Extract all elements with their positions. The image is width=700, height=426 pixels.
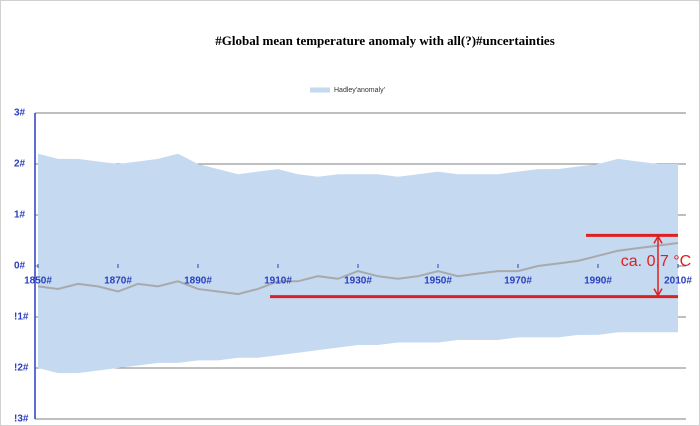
y-tick-label: 1# <box>14 210 26 221</box>
anomaly-line <box>37 242 679 296</box>
x-tick-label: 1990# <box>584 276 612 287</box>
arrow-head <box>653 288 663 298</box>
y-tick-label: 3# <box>14 108 26 119</box>
y-tick-label: !1# <box>14 312 29 323</box>
uncertainty-band <box>38 153 678 374</box>
y-tick-label: !2# <box>14 363 29 374</box>
x-tick-label: 1930# <box>344 276 372 287</box>
x-tick-label: 1890# <box>184 276 212 287</box>
chart-title: #Global mean temperature anomaly with al… <box>215 33 555 48</box>
x-tick-label: 1870# <box>104 276 132 287</box>
y-tick-label: 0# <box>14 261 26 272</box>
legend-label: Hadley'anomaly' <box>334 87 385 94</box>
x-tick-label: 1910# <box>264 276 292 287</box>
x-tick-label: 1970# <box>504 276 532 287</box>
x-tick-label: 2010# <box>664 276 692 287</box>
x-tick-label: 1950# <box>424 276 452 287</box>
annotation-label: ca. 0,7 °C <box>621 253 691 270</box>
arrow-head <box>653 234 663 244</box>
y-tick-label: !3# <box>14 414 29 425</box>
x-tick-label: 1850# <box>24 276 52 287</box>
y-tick-label: 2# <box>14 159 26 170</box>
